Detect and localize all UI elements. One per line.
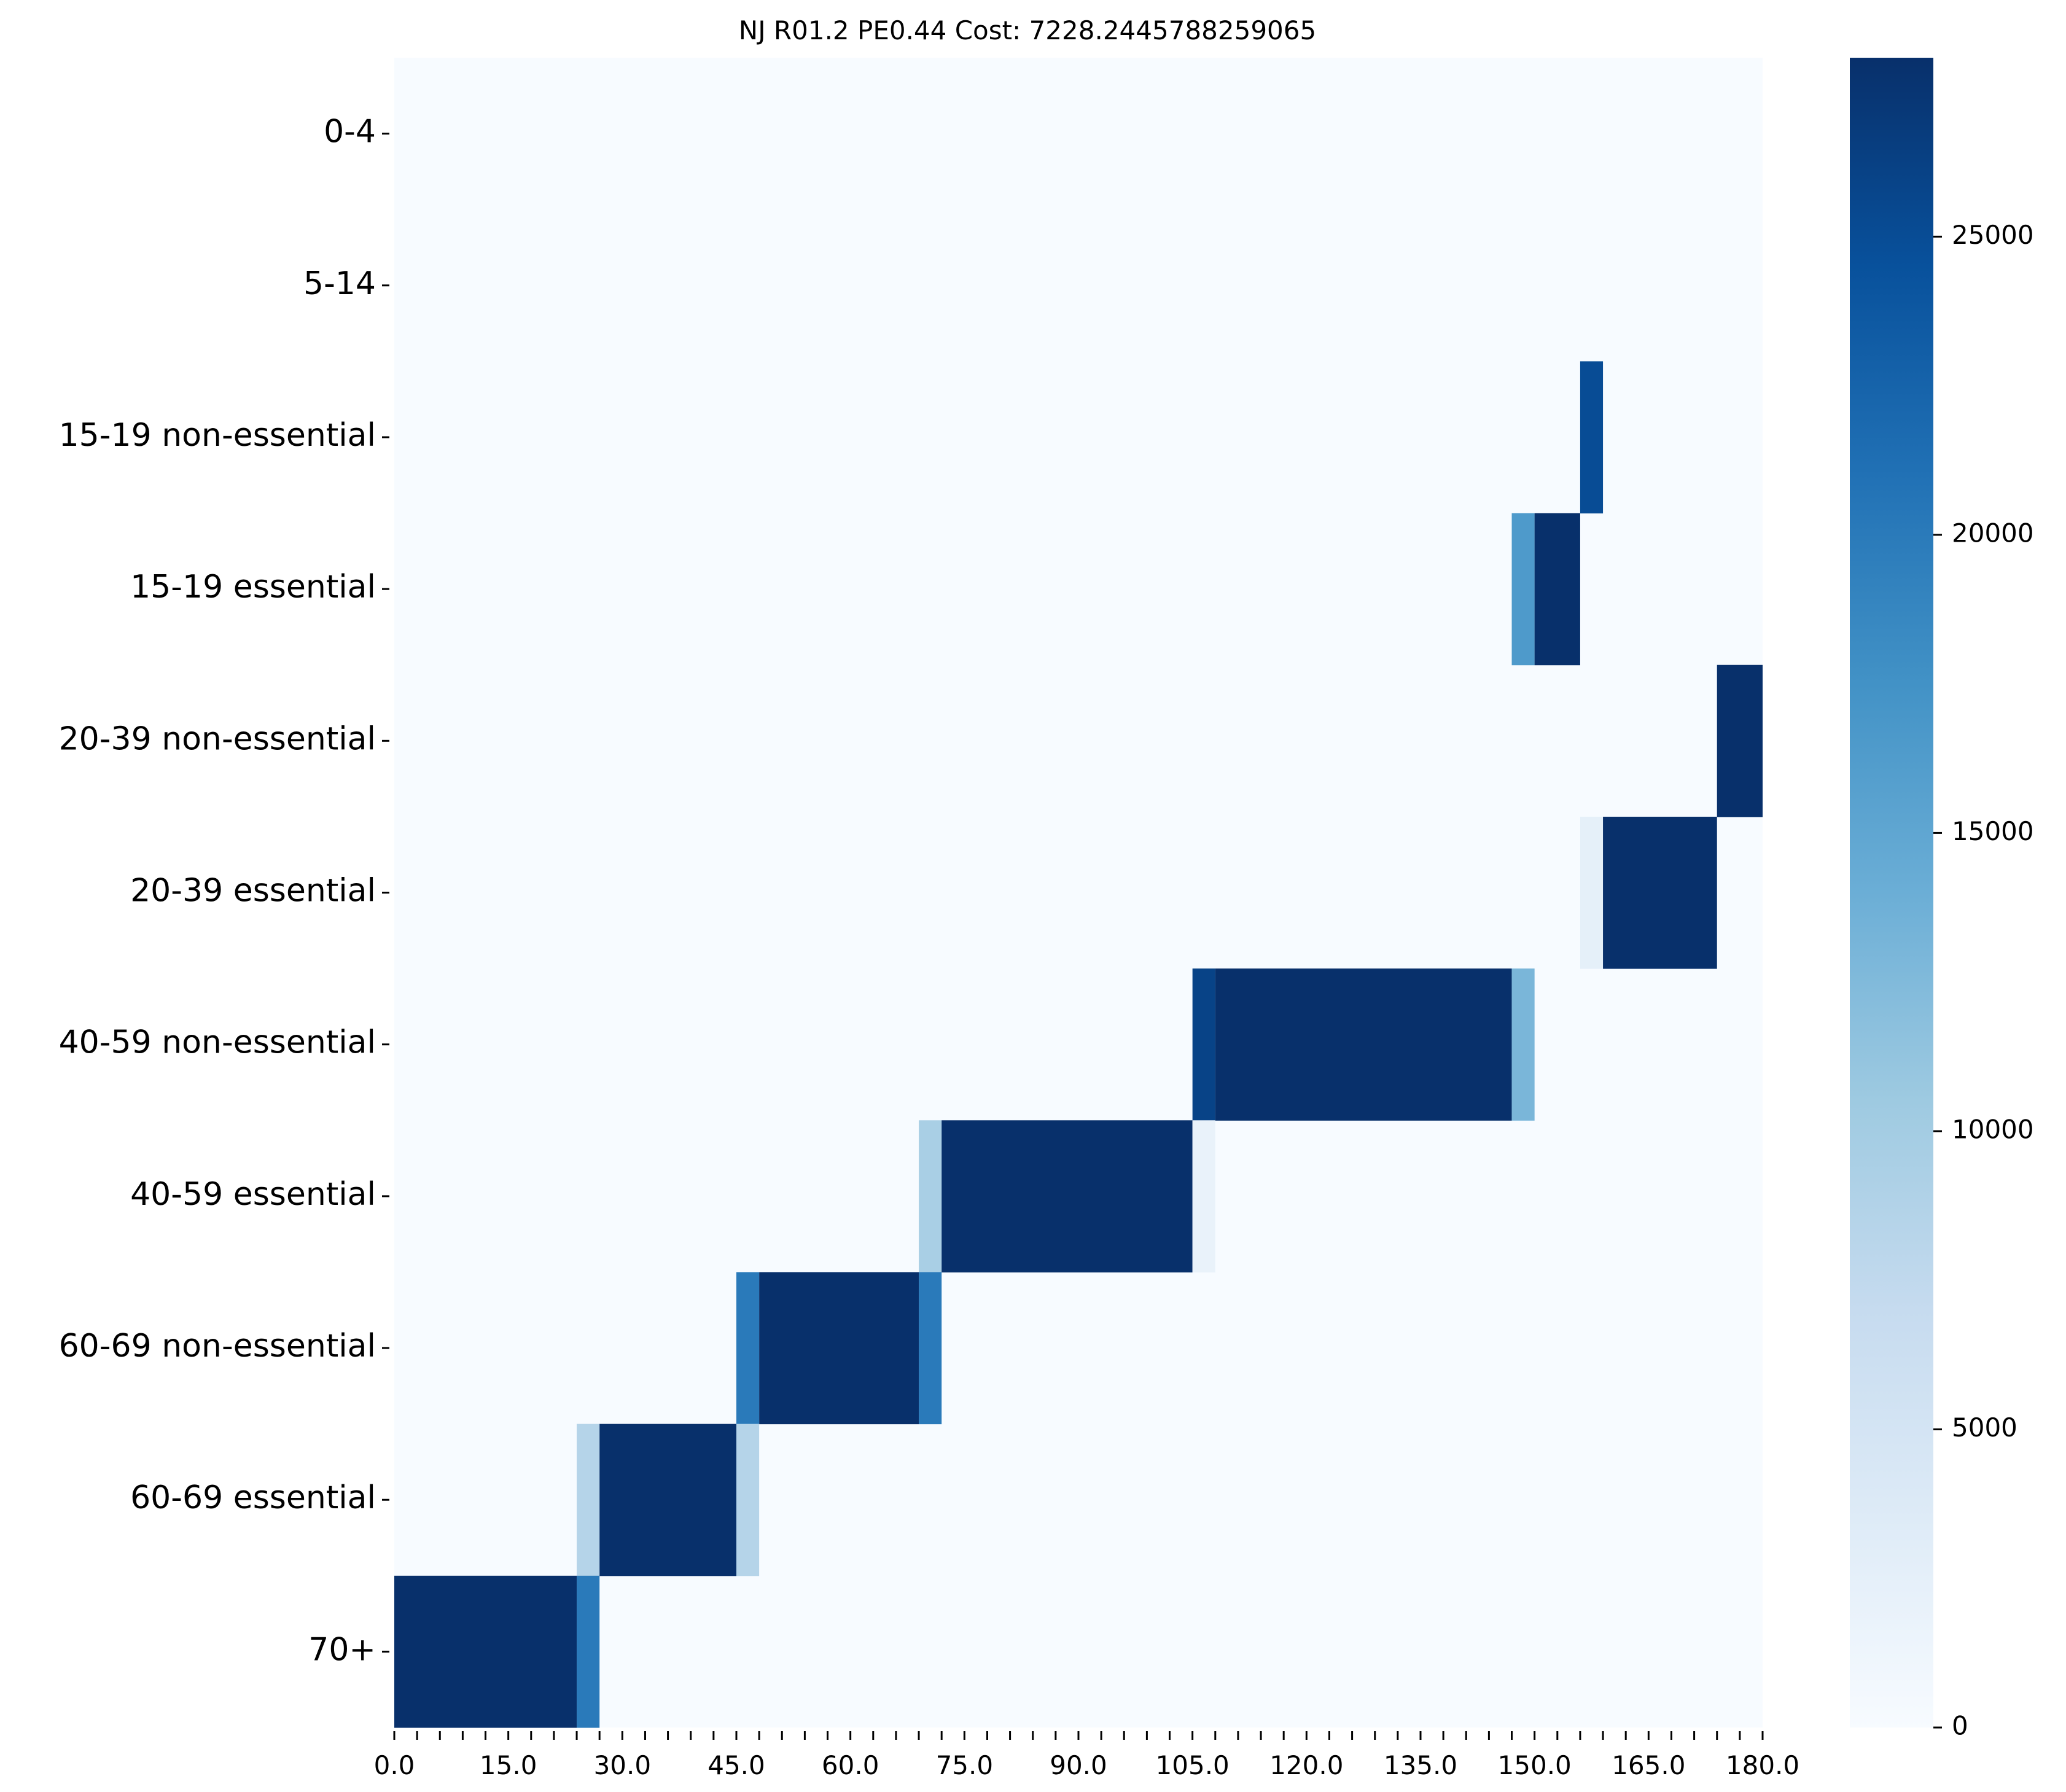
heatmap-cell [1192,968,1215,1121]
y-tick-label: 0-4 [324,114,376,150]
x-tick-label: 90.0 [1050,1750,1107,1780]
y-tick-label: 60-69 essential [130,1479,376,1516]
x-tick-label: 150.0 [1498,1750,1572,1780]
x-tick-label: 120.0 [1269,1750,1343,1780]
colorbar-tick-label: 5000 [1952,1412,2017,1443]
heatmap-cell [1603,816,1717,969]
heatmap-cell [919,1120,942,1272]
heatmap-cell [1717,664,1763,817]
heatmap-cell [577,1575,600,1728]
heatmap-cell [736,1424,760,1576]
colorbar-tick-label: 20000 [1952,518,2034,548]
heatmap-cell [1192,1120,1215,1272]
y-tick-label: 15-19 non-essential [59,417,376,454]
heatmap-cell [1580,816,1604,969]
x-tick-label: 30.0 [594,1750,652,1780]
y-tick-label: 40-59 essential [130,1176,376,1213]
x-tick-label: 75.0 [936,1750,994,1780]
y-tick-label: 70+ [308,1631,376,1668]
heatmap-cell [577,1424,600,1576]
x-tick-label: 180.0 [1726,1750,1799,1780]
colorbar-tick-label: 15000 [1952,816,2034,846]
heatmap-cell [919,1272,942,1425]
x-axis: 0.0 15.0 30.0 45.0 60.0 75.0 90.0 105.0 120.0 135… [374,1731,1799,1780]
y-tick-label: 15-19 essential [130,569,376,606]
heatmap-cell [1215,968,1512,1121]
x-tick-label: 45.0 [708,1750,765,1780]
y-tick-label: 40-59 non-essential [59,1024,376,1061]
colorbar [1850,58,1933,1728]
x-tick-label: 105.0 [1156,1750,1230,1780]
x-tick-label: 135.0 [1384,1750,1457,1780]
heatmap-cell [394,1575,577,1728]
heatmap-cell [1511,513,1535,666]
colorbar-tick-label: 0 [1952,1711,1968,1741]
heatmap-grid [394,58,1763,1728]
heatmap-cell [1580,361,1604,514]
x-tick-label: 15.0 [480,1750,537,1780]
heatmap-cell [599,1424,736,1576]
colorbar-tick-label: 25000 [1952,220,2034,250]
y-tick-label: 5-14 [303,265,376,302]
y-axis: 0-4 5-14 15-19 non-essential 15-19 essentia… [59,114,389,1668]
heatmap-cell [1534,513,1580,666]
y-tick-label: 20-39 non-essential [59,720,376,757]
colorbar-axis: 0 5000 10000 15000 20000 25000 [1933,220,2034,1741]
heatmap-cell [736,1272,760,1425]
x-tick-label: 60.0 [822,1750,879,1780]
chart-title: NJ R01.2 PE0.44 Cost: 7228.2445788259065 [739,15,1316,45]
y-tick-label: 60-69 non-essential [59,1328,376,1365]
heatmap-cell [1511,968,1535,1121]
heatmap-cell [759,1272,919,1425]
x-tick-label: 0.0 [374,1750,415,1780]
y-tick-label: 20-39 essential [130,873,376,910]
x-tick-label: 165.0 [1612,1750,1685,1780]
heatmap-cell [941,1120,1193,1272]
colorbar-tick-label: 10000 [1952,1114,2034,1144]
